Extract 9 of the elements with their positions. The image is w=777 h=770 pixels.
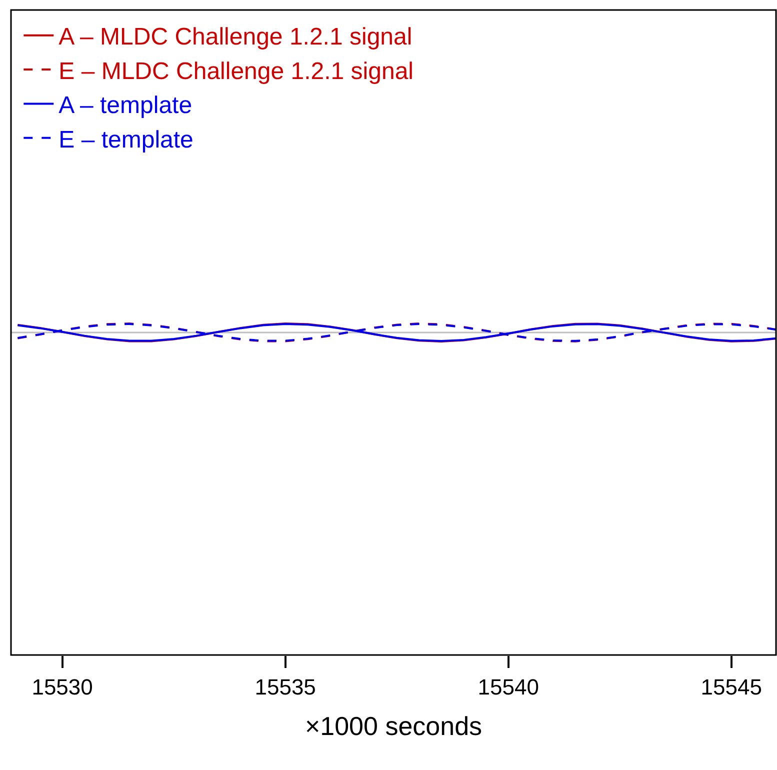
- x-tick-label: 15535: [254, 674, 316, 700]
- legend-label: A – MLDC Challenge 1.2.1 signal: [58, 24, 412, 51]
- legend-label: E – template: [58, 126, 194, 154]
- x-axis-title: ×1000 seconds: [304, 711, 482, 742]
- x-tick-label: 15530: [32, 674, 93, 700]
- legend-label: E – MLDC Challenge 1.2.1 signal: [58, 58, 414, 85]
- legend-label: A – template: [58, 92, 192, 120]
- x-tick-label: 15545: [700, 674, 762, 700]
- x-tick-label: 15540: [478, 674, 539, 700]
